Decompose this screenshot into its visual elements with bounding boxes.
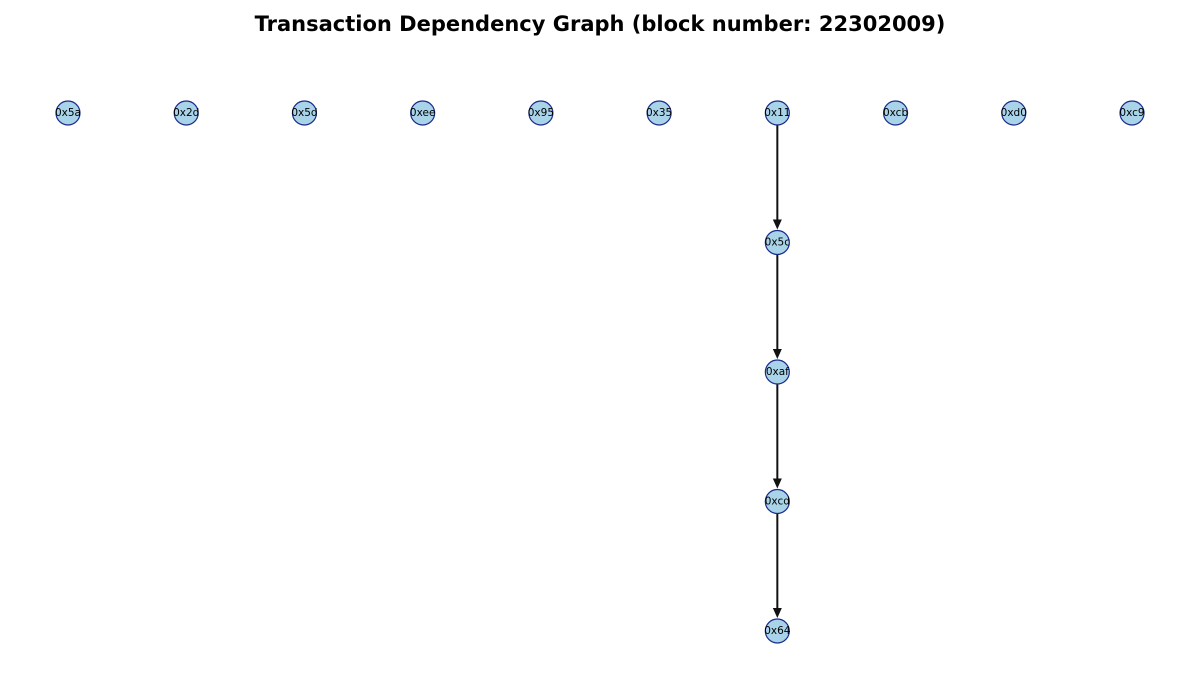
node-label: 0x64	[764, 625, 791, 637]
node-label: 0x2d	[173, 107, 199, 119]
node-circle	[173, 100, 199, 126]
edges-layer	[772, 125, 782, 618]
arrowhead-icon	[772, 478, 782, 489]
node-0xcb[interactable]: 0xcb	[882, 100, 909, 126]
edge-0x5c-to-0xaf	[772, 254, 782, 359]
edge-0xcd-to-0x64	[772, 513, 782, 618]
node-label: 0x35	[646, 107, 672, 119]
arrowhead-icon	[772, 349, 782, 359]
node-0xcd[interactable]: 0xcd	[764, 488, 790, 515]
node-label: 0xee	[410, 107, 436, 119]
node-circle	[1001, 100, 1027, 126]
node-circle	[1119, 100, 1145, 126]
node-0x64[interactable]: 0x64	[764, 618, 791, 644]
node-circle	[764, 359, 790, 385]
node-label: 0xcd	[765, 496, 790, 508]
node-0xaf[interactable]: 0xaf	[764, 359, 790, 385]
node-circle	[646, 100, 672, 126]
node-label: 0xd0	[1001, 107, 1027, 119]
node-0x11[interactable]: 0x11	[764, 100, 790, 126]
node-label: 0xc9	[1119, 107, 1144, 119]
node-label: 0x11	[764, 107, 790, 119]
node-label: 0x95	[528, 107, 554, 119]
node-label: 0xaf	[766, 366, 789, 378]
arrowhead-icon	[772, 608, 782, 618]
node-0x35[interactable]: 0x35	[646, 100, 672, 126]
node-0x5d[interactable]: 0x5d	[291, 100, 318, 126]
node-circle	[882, 100, 909, 126]
node-label: 0x5d	[291, 107, 317, 119]
arrowhead-icon	[772, 219, 782, 230]
node-circle	[291, 100, 318, 126]
node-circle	[410, 100, 436, 126]
node-0x95[interactable]: 0x95	[528, 100, 554, 126]
node-label: 0x5a	[55, 107, 81, 119]
node-label: 0xcb	[883, 107, 908, 119]
graph-title: Transaction Dependency Graph (block numb…	[254, 12, 946, 36]
node-0x5c[interactable]: 0x5c	[764, 229, 791, 256]
node-circle	[528, 100, 554, 126]
node-circle	[764, 488, 790, 515]
node-0xee[interactable]: 0xee	[410, 100, 436, 126]
node-circle	[764, 618, 790, 644]
node-0x2d[interactable]: 0x2d	[173, 100, 199, 126]
edge-0x11-to-0x5c	[772, 125, 782, 230]
edge-0xaf-to-0xcd	[772, 384, 782, 489]
nodes-layer: 0x5a 0x2d 0x5d 0xee 0x95 0x35 0x11 0xcb 0xd0 0xc9…	[55, 100, 1145, 644]
node-0xd0[interactable]: 0xd0	[1001, 100, 1027, 126]
node-label: 0x5c	[765, 237, 791, 249]
node-circle	[764, 100, 790, 126]
node-0x5a[interactable]: 0x5a	[55, 100, 81, 126]
node-0xc9[interactable]: 0xc9	[1119, 100, 1145, 126]
node-circle	[55, 100, 81, 126]
node-circle	[764, 229, 790, 256]
